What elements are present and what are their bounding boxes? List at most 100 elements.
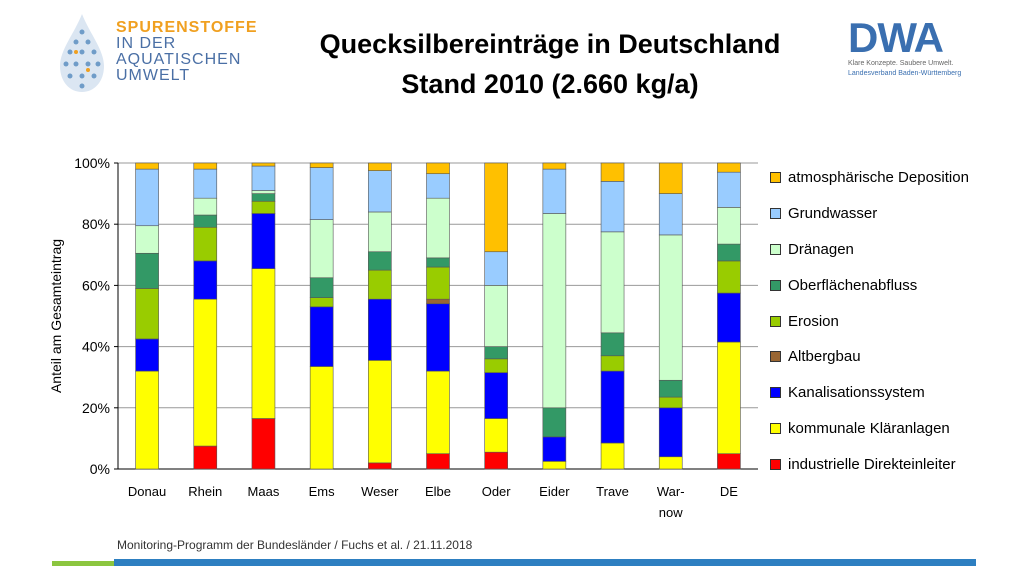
- legend-item: Grundwasser: [770, 196, 1020, 232]
- dwa-subline: Landesverband Baden-Württemberg: [848, 70, 962, 77]
- bar-segment: [309, 162, 334, 168]
- bar-segment: [717, 162, 741, 173]
- bar-segment: [368, 170, 392, 213]
- legend-swatch: [770, 243, 781, 255]
- bar-segment: [193, 197, 218, 216]
- bar-segment: [542, 461, 567, 470]
- bar-segment: [251, 418, 276, 470]
- x-tick-label: Trave: [596, 484, 629, 499]
- title-line-2: Stand 2010 (2.660 kg/a): [401, 69, 699, 99]
- bar-segment: [717, 243, 741, 262]
- legend-label: Kanalisationssystem: [788, 384, 925, 402]
- y-tick-label: 40%: [82, 339, 110, 355]
- legend-label: industrielle Direkteinleiter: [788, 455, 956, 473]
- water-drop-icon: [60, 14, 104, 92]
- bar-segment: [135, 338, 159, 372]
- bar-segment: [717, 171, 741, 208]
- x-tick-label: now: [659, 505, 683, 520]
- x-tick-label: Oder: [482, 484, 512, 499]
- bar-segment: [368, 360, 392, 464]
- y-tick-label: 60%: [82, 277, 110, 293]
- bar-segment: [484, 251, 508, 286]
- bar-segment: [600, 355, 625, 372]
- legend-label: Erosion: [788, 312, 839, 330]
- bar-segment: [193, 214, 218, 228]
- bar-segment: [717, 292, 741, 343]
- bar-segment: [484, 451, 508, 470]
- legend-swatch: [770, 458, 781, 470]
- bar-segment: [193, 162, 218, 170]
- x-tick-label: Elbe: [425, 484, 451, 499]
- bar-segment: [135, 252, 159, 289]
- bar-segment: [193, 168, 218, 199]
- bar-segment: [426, 370, 450, 454]
- y-axis-title: Anteil am Gesamteintrag: [48, 239, 64, 393]
- legend-item: Altbergbau: [770, 339, 1020, 375]
- x-tick-label: Donau: [128, 484, 166, 499]
- bar-segment: [542, 436, 567, 462]
- bar-segment: [251, 165, 276, 191]
- bar-segment: [658, 162, 683, 194]
- legend-swatch: [770, 315, 781, 327]
- bar-segment: [717, 453, 741, 470]
- bar-segment: [309, 167, 334, 220]
- bar-segment: [484, 285, 508, 347]
- bar-segment: [368, 462, 392, 470]
- logo-line-2: IN DER: [116, 35, 177, 52]
- bar-segment: [542, 168, 567, 214]
- legend-item: Erosion: [770, 303, 1020, 339]
- bar-segment: [426, 298, 450, 305]
- bar-segment: [717, 341, 741, 455]
- bar-segment: [251, 162, 276, 167]
- bar-segment: [600, 162, 625, 182]
- logo-line-1: SPURENSTOFFE: [116, 19, 258, 36]
- bar-segment: [135, 288, 159, 340]
- x-tick-label: Rhein: [188, 484, 222, 499]
- bar-segment: [193, 298, 218, 447]
- bar-segment: [484, 358, 508, 373]
- bar-segment: [426, 162, 450, 175]
- y-tick-label: 0%: [90, 461, 110, 477]
- bar-segment: [251, 213, 276, 269]
- logo-line-4: UMWELT: [116, 67, 191, 84]
- bar-segment: [717, 207, 741, 245]
- bar-segment: [309, 277, 334, 298]
- bar-segment: [426, 197, 450, 259]
- bar-segment: [600, 181, 625, 233]
- chart-legend: atmosphärische Deposition Grundwasser Drän…: [770, 160, 1020, 482]
- bar-segment: [135, 370, 159, 470]
- bar-segment: [193, 260, 218, 300]
- legend-swatch: [770, 172, 781, 184]
- footer-citation: Monitoring-Programm der Bundesländer / F…: [117, 538, 473, 552]
- bar-segment: [542, 162, 567, 170]
- legend-item: kommunale Kläranlagen: [770, 411, 1020, 447]
- legend-item: Kanalisationssystem: [770, 375, 1020, 411]
- x-tick-label: Maas: [248, 484, 280, 499]
- bar-segment: [368, 162, 392, 171]
- bar-segment: [600, 231, 625, 334]
- x-tick-label: War-: [657, 484, 685, 499]
- legend-label: Grundwasser: [788, 205, 878, 223]
- legend-swatch: [770, 422, 781, 434]
- legend-swatch: [770, 351, 781, 363]
- bar-segment: [426, 453, 450, 470]
- y-tick-label: 100%: [74, 155, 110, 171]
- footer-accent-green: [52, 561, 114, 566]
- x-tick-label: Ems: [309, 484, 336, 499]
- legend-label: atmosphärische Deposition: [788, 169, 969, 187]
- bar-segment: [426, 303, 450, 372]
- legend-swatch: [770, 279, 781, 291]
- bar-segment: [368, 269, 392, 300]
- legend-item: atmosphärische Deposition: [770, 160, 1020, 196]
- legend-item: industrielle Direkteinleiter: [770, 446, 1020, 482]
- bar-segment: [426, 173, 450, 199]
- bar-segment: [309, 297, 334, 308]
- bar-segment: [600, 370, 625, 444]
- legend-label: Dränagen: [788, 240, 854, 258]
- bar-segment: [484, 418, 508, 453]
- y-tick-label: 20%: [82, 400, 110, 416]
- x-tick-label: DE: [720, 484, 738, 499]
- bar-segment: [542, 213, 567, 409]
- bar-segment: [135, 162, 159, 170]
- bar-segment: [251, 193, 276, 202]
